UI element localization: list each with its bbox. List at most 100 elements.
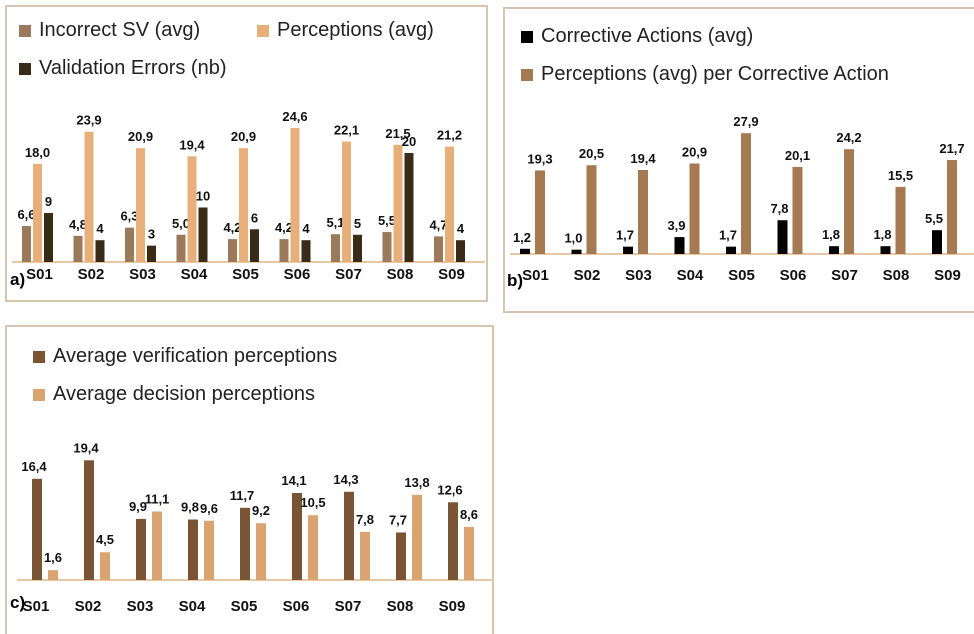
data-label: 20,1 bbox=[785, 148, 810, 163]
data-label: 1,8 bbox=[822, 227, 840, 242]
bar bbox=[147, 245, 156, 262]
legend-item-verification: Average verification perceptions bbox=[33, 345, 337, 368]
x-tick-label: S04 bbox=[179, 598, 206, 615]
data-label: 20,9 bbox=[128, 129, 153, 144]
data-label: 9,2 bbox=[252, 503, 270, 518]
data-label: 9,6 bbox=[200, 501, 218, 516]
data-label: 10,5 bbox=[300, 495, 325, 510]
data-label: 7,7 bbox=[389, 512, 407, 527]
bar bbox=[396, 532, 406, 580]
data-label: 4,7 bbox=[429, 217, 447, 232]
bar bbox=[689, 163, 700, 254]
x-tick-label: S03 bbox=[625, 267, 652, 284]
data-label: 9,9 bbox=[129, 499, 147, 514]
bar bbox=[73, 235, 83, 262]
data-label: 5,5 bbox=[925, 211, 943, 226]
bar bbox=[188, 519, 198, 580]
x-tick-label: S09 bbox=[439, 598, 466, 615]
legend-item-incorrect-sv: Incorrect SV (avg) bbox=[19, 19, 200, 42]
bar bbox=[464, 526, 474, 580]
panel-label-a: a) bbox=[10, 270, 26, 289]
data-label: 11,1 bbox=[145, 492, 170, 507]
data-label: 6,6 bbox=[17, 207, 35, 222]
chart-panel-c: Average verification perceptions Average… bbox=[5, 325, 494, 634]
x-tick-label: S02 bbox=[574, 267, 601, 284]
bar bbox=[331, 234, 340, 262]
data-label: 1,7 bbox=[719, 228, 737, 243]
bar bbox=[44, 212, 53, 262]
data-label: 19,3 bbox=[527, 151, 552, 166]
bar bbox=[204, 520, 214, 580]
bar bbox=[880, 246, 891, 254]
bar bbox=[250, 229, 259, 262]
bar bbox=[239, 148, 248, 262]
data-label: 22,1 bbox=[334, 123, 359, 138]
bar bbox=[95, 240, 105, 262]
bar bbox=[240, 507, 250, 580]
bar bbox=[187, 156, 197, 262]
data-label: 16,4 bbox=[21, 459, 47, 474]
data-label: 4 bbox=[302, 221, 310, 236]
legend-swatch bbox=[521, 68, 533, 81]
data-label: 1,7 bbox=[616, 228, 634, 243]
data-label: 21,7 bbox=[939, 141, 964, 156]
x-tick-label: S08 bbox=[387, 598, 414, 615]
panel-label-c: c) bbox=[10, 593, 26, 612]
legend-swatch bbox=[521, 30, 533, 43]
x-tick-label: S01 bbox=[26, 266, 53, 283]
data-label: 4 bbox=[96, 221, 104, 236]
chart-panel-b: Corrective Actions (avg) Perceptions (av… bbox=[503, 7, 974, 313]
bar bbox=[741, 133, 751, 254]
x-tick-label: S02 bbox=[78, 266, 105, 283]
legend-swatch bbox=[19, 62, 31, 75]
bar bbox=[198, 207, 208, 262]
bar bbox=[84, 460, 94, 580]
data-label: 14,1 bbox=[281, 473, 306, 488]
data-label: 20,9 bbox=[682, 145, 707, 160]
data-label: 27,9 bbox=[733, 114, 758, 129]
data-label: 24,2 bbox=[836, 130, 861, 145]
bar bbox=[48, 570, 58, 580]
bar bbox=[256, 523, 266, 580]
x-tick-label: S09 bbox=[438, 266, 465, 283]
bar bbox=[844, 149, 854, 254]
data-label: 8,6 bbox=[460, 507, 478, 522]
bar bbox=[176, 234, 186, 262]
bar bbox=[84, 131, 94, 262]
bar-chart-b: 1,2 19,3 S01 1,0 20,5 S02 1,7 19,4 S03 3,9 20,9 S04… bbox=[510, 114, 974, 284]
bar bbox=[895, 186, 906, 254]
chart-panel-a: Incorrect SV (avg) Perceptions (avg) Val… bbox=[5, 5, 488, 302]
data-label: 4,2 bbox=[223, 220, 241, 235]
x-tick-label: S03 bbox=[129, 266, 156, 283]
bar bbox=[279, 239, 289, 262]
bar-chart-c: 16,4 1,6 S01 19,4 4,5 S02 9,911,1 S03 9,8 9,6 S04 1… bbox=[17, 440, 494, 615]
data-label: 20,5 bbox=[579, 146, 604, 161]
x-tick-label: S04 bbox=[181, 266, 208, 283]
bar bbox=[535, 170, 545, 254]
bar bbox=[360, 531, 370, 580]
data-label: 9,8 bbox=[181, 500, 199, 515]
bar bbox=[152, 511, 162, 580]
bar bbox=[434, 236, 443, 262]
x-tick-label: S01 bbox=[522, 267, 549, 284]
bar bbox=[353, 234, 362, 262]
data-label: 6,3 bbox=[120, 209, 138, 224]
bar bbox=[22, 226, 31, 262]
bar bbox=[674, 237, 685, 254]
data-label: 12,6 bbox=[437, 482, 462, 497]
data-label: 13,8 bbox=[404, 475, 429, 490]
bar bbox=[308, 515, 318, 580]
bar bbox=[301, 240, 311, 262]
legend-swatch bbox=[257, 24, 269, 37]
legend-item-decision: Average decision perceptions bbox=[33, 383, 315, 406]
bar bbox=[125, 227, 134, 262]
data-label: 1,2 bbox=[513, 230, 531, 245]
bar bbox=[136, 518, 146, 580]
data-label: 9 bbox=[45, 194, 52, 209]
bar bbox=[623, 246, 633, 254]
bar bbox=[571, 249, 582, 254]
data-label: 19,4 bbox=[179, 137, 205, 152]
data-label: 20 bbox=[402, 134, 416, 149]
bar bbox=[136, 148, 145, 262]
legend-label: Average verification perceptions bbox=[53, 345, 338, 367]
